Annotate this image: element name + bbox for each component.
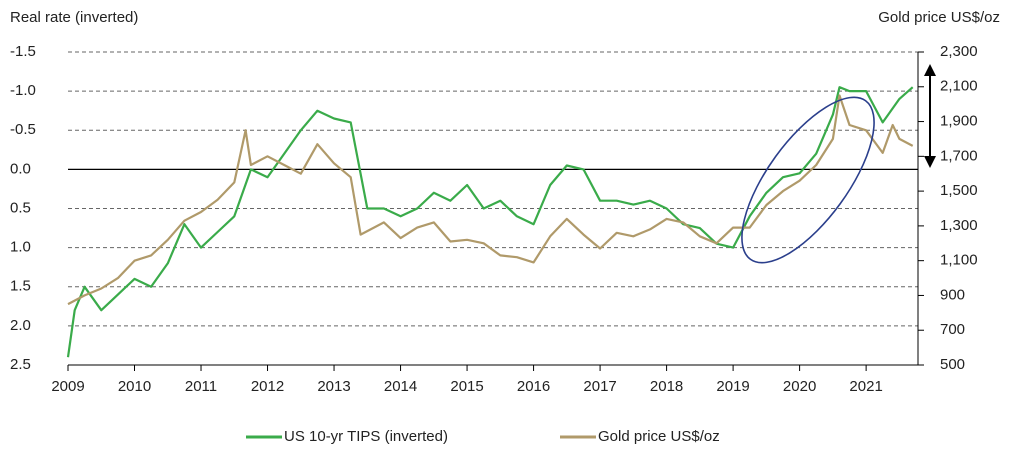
y2-tick-label: 1,100 <box>940 252 978 269</box>
y2-tick-label: 1,300 <box>940 217 978 234</box>
x-tick-label: 2010 <box>118 378 151 395</box>
x-tick-label: 2011 <box>185 378 217 395</box>
series-line <box>66 86 914 358</box>
series-line <box>67 94 914 306</box>
y-tick-label: -1.0 <box>10 82 36 99</box>
y-tick-label: -0.5 <box>10 121 36 138</box>
y-tick-label: 0.5 <box>10 199 31 216</box>
y2-tick-label: 2,300 <box>940 43 978 60</box>
highlight-ellipse <box>741 96 875 264</box>
x-tick-label: 2013 <box>317 378 350 395</box>
y2-tick-label: 900 <box>940 286 965 303</box>
y-tick-label: 1.5 <box>10 278 31 295</box>
y-axis-label: Real rate (inverted) <box>10 9 138 26</box>
y-tick-label: 1.0 <box>10 239 31 256</box>
y2-tick-label: 700 <box>940 321 965 338</box>
y-tick-label: 2.5 <box>10 356 31 373</box>
x-tick-label: 2020 <box>783 378 816 395</box>
y2-tick-label: 500 <box>940 356 965 373</box>
y2-tick-label: 1,500 <box>940 182 978 199</box>
y-tick-label: -1.5 <box>10 43 36 60</box>
double-arrow <box>924 64 936 168</box>
x-tick-label: 2014 <box>384 378 417 395</box>
x-tick-label: 2015 <box>450 378 483 395</box>
x-tick-label: 2019 <box>716 378 749 395</box>
y2-axis-label: Gold price US$/oz <box>878 9 1000 26</box>
legend-label: US 10-yr TIPS (inverted) <box>284 428 448 445</box>
x-tick-label: 2012 <box>251 378 284 395</box>
x-tick-label: 2009 <box>51 378 84 395</box>
y2-tick-label: 1,900 <box>940 113 978 130</box>
y2-tick-label: 2,100 <box>940 78 978 95</box>
y-tick-label: 2.0 <box>10 317 31 334</box>
y-tick-label: 0.0 <box>10 160 31 177</box>
x-tick-label: 2021 <box>849 378 882 395</box>
legend-label: Gold price US$/oz <box>598 428 720 445</box>
y2-tick-label: 1,700 <box>940 147 978 164</box>
x-tick-label: 2018 <box>650 378 683 395</box>
x-tick-label: 2017 <box>583 378 616 395</box>
x-tick-label: 2016 <box>517 378 550 395</box>
